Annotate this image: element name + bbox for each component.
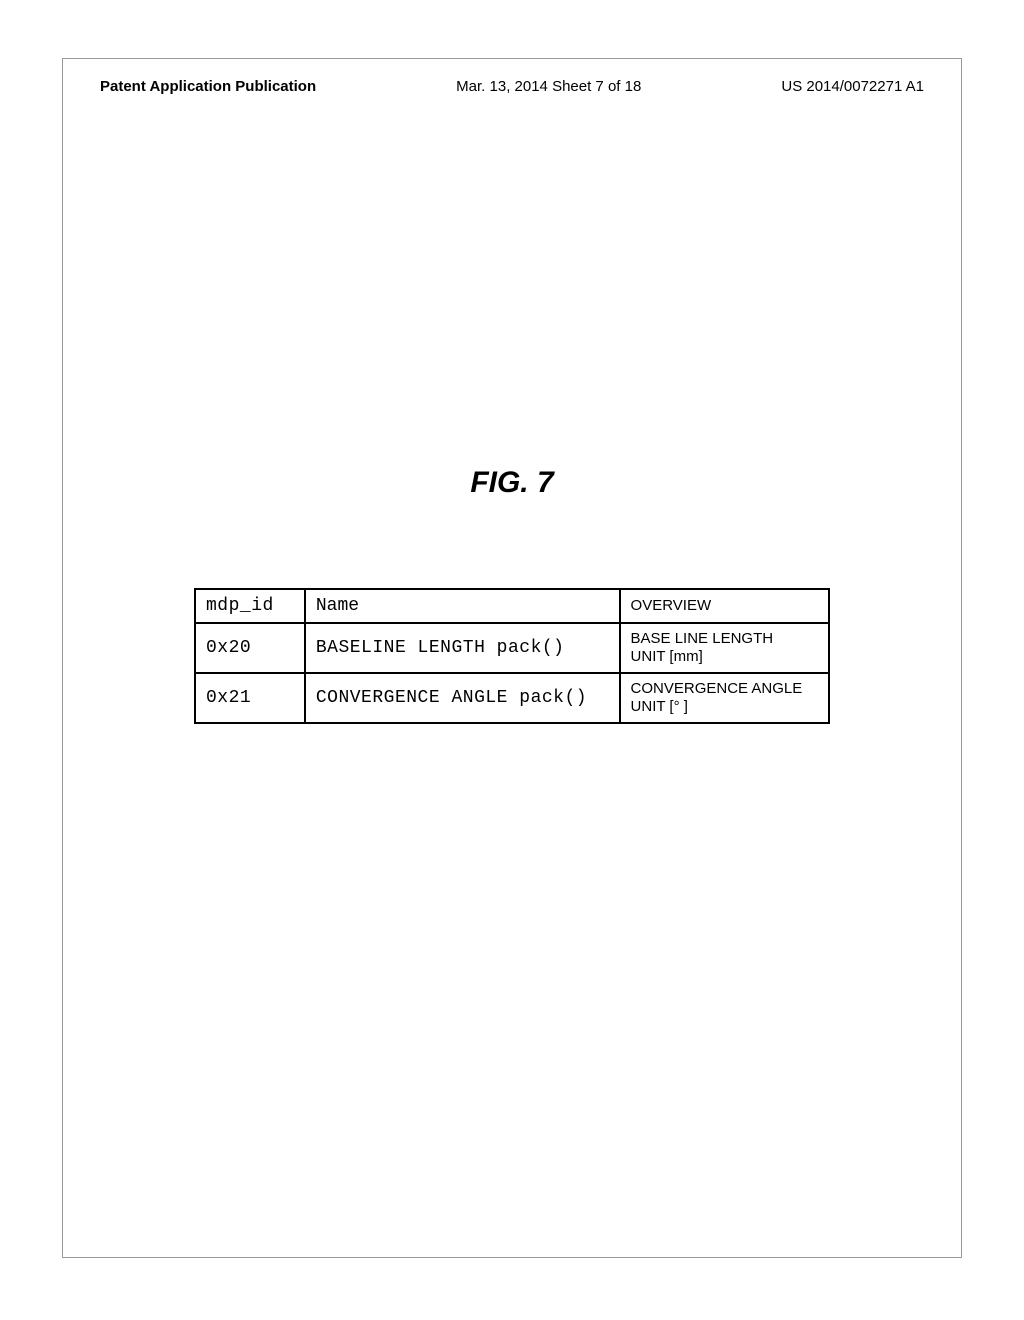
page-header: Patent Application Publication Mar. 13, …: [100, 78, 924, 95]
col-header-overview: OVERVIEW: [620, 589, 829, 623]
cell-overview-0: BASE LINE LENGTH UNIT [mm]: [620, 623, 829, 673]
cell-id-1: 0x21: [195, 673, 305, 723]
cell-name-1: CONVERGENCE ANGLE pack(): [305, 673, 620, 723]
header-publication: Patent Application Publication: [100, 78, 316, 95]
cell-name-0: BASELINE LENGTH pack(): [305, 623, 620, 673]
table-row: 0x20 BASELINE LENGTH pack() BASE LINE LE…: [195, 623, 829, 673]
overview-1-line1: CONVERGENCE ANGLE: [631, 680, 803, 697]
col-header-name: Name: [305, 589, 620, 623]
overview-0-line1: BASE LINE LENGTH: [631, 630, 774, 647]
cell-id-0: 0x20: [195, 623, 305, 673]
data-table: mdp_id Name OVERVIEW 0x20 BASELINE LENGT…: [194, 588, 830, 724]
header-patent-number: US 2014/0072271 A1: [781, 78, 924, 95]
table-row: 0x21 CONVERGENCE ANGLE pack() CONVERGENC…: [195, 673, 829, 723]
header-date-sheet: Mar. 13, 2014 Sheet 7 of 18: [456, 78, 641, 95]
col-header-mdp-id: mdp_id: [195, 589, 305, 623]
figure-label: FIG. 7: [0, 466, 1024, 500]
overview-1-line2: UNIT [° ]: [631, 698, 688, 715]
overview-0-line2: UNIT [mm]: [631, 648, 703, 665]
table-header-row: mdp_id Name OVERVIEW: [195, 589, 829, 623]
cell-overview-1: CONVERGENCE ANGLE UNIT [° ]: [620, 673, 829, 723]
